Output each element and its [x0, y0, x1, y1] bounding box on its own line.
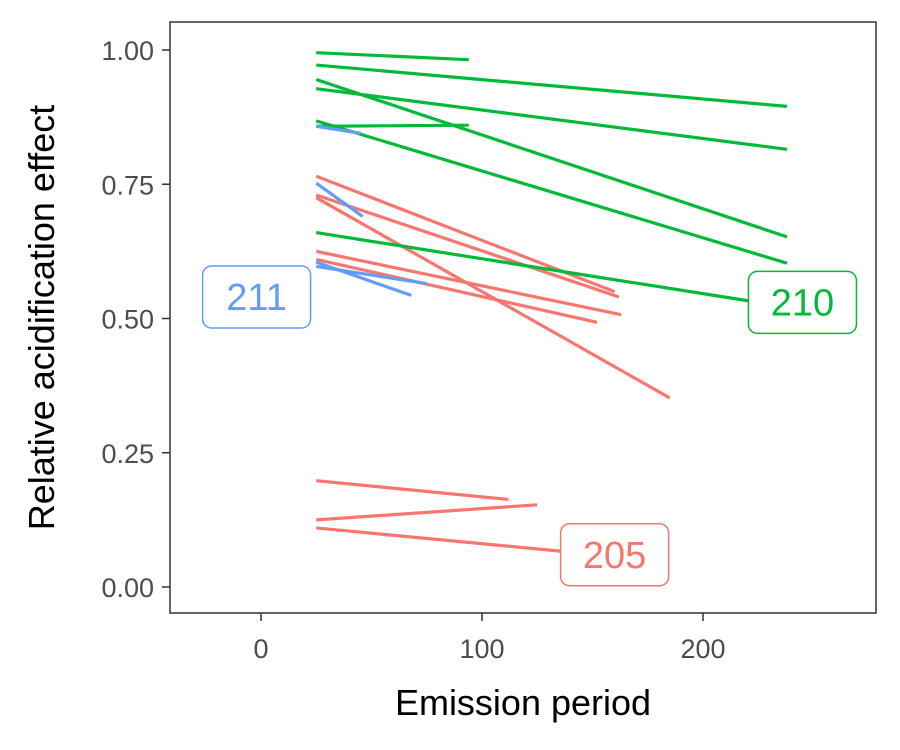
series-205-segment-7 [316, 526, 571, 554]
series-210 [315, 51, 788, 304]
axis-ticks: 0 100 200 0.00 0.25 0.50 0.75 1.00 [101, 36, 725, 664]
series-210-segment-6 [316, 230, 759, 304]
group-label-text: 211 [226, 277, 287, 319]
group-label-210: 210 [747, 270, 858, 335]
series-205-segment-3 [315, 249, 622, 317]
group-label-text: 210 [771, 282, 834, 324]
group-label-205: 205 [559, 523, 670, 587]
group-label-box [747, 270, 858, 335]
series-lines [315, 51, 788, 554]
series-210-segment-5 [316, 123, 469, 128]
series-211 [315, 124, 427, 297]
x-tick-label: 0 [253, 634, 268, 664]
series-205-segment-1 [315, 193, 620, 299]
group-label-box [201, 265, 312, 329]
series-210-segment-0 [316, 51, 469, 62]
x-tick-label: 100 [459, 634, 504, 664]
series-205-segment-6 [316, 503, 538, 522]
group-label-text: 205 [583, 535, 646, 577]
plot-panel-border [169, 21, 877, 614]
series-205-segment-5 [316, 479, 509, 502]
series-205-segment-4 [315, 257, 598, 324]
group-labels: 205 210 211 [201, 265, 858, 587]
y-tick-label: 1.00 [101, 36, 154, 66]
series-210-segment-4 [315, 119, 788, 265]
series-210-segment-2 [316, 87, 788, 151]
series-211-segment-0 [316, 124, 361, 135]
series-210-segment-1 [316, 63, 788, 108]
y-axis-title: Relative acidification effect [21, 105, 62, 531]
group-label-box [559, 523, 670, 587]
x-axis-title: Emission period [395, 682, 651, 723]
series-210-segment-3 [315, 78, 788, 239]
y-tick-label: 0.75 [101, 170, 154, 200]
x-tick-label: 200 [680, 634, 725, 664]
y-tick-label: 0.50 [101, 305, 154, 335]
series-211-segment-1 [315, 181, 364, 218]
series-211-segment-3 [315, 260, 412, 297]
group-label-211: 211 [201, 265, 312, 329]
y-tick-label: 0.00 [101, 573, 154, 603]
y-tick-label: 0.25 [101, 439, 154, 469]
series-205 [315, 174, 671, 554]
